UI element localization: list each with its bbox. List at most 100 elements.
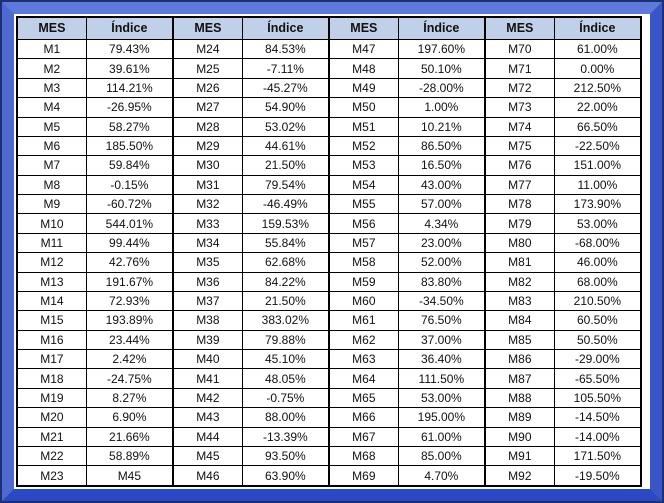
indice-cell: 50.10% [397,58,486,79]
mes-cell: M56 [327,213,399,234]
mes-cell: M54 [327,174,399,196]
mes-cell: M81 [483,252,555,273]
indice-cell: 68.00% [553,271,642,292]
mes-cell: M27 [171,97,243,118]
indice-cell: 191.67% [85,271,174,292]
mes-cell: M13 [15,271,87,292]
mes-cell: M89 [483,407,555,428]
indice-cell: -60.72% [85,193,174,215]
mes-cell: M28 [171,116,243,137]
column-header-mes: MES [327,16,399,40]
mes-cell: M77 [483,174,555,196]
table-row: M8 -0.15% M31 79.54% M54 43.00% M77 11.00% [15,174,642,196]
mes-cell: M7 [15,155,87,176]
mes-cell: M38 [171,310,243,331]
indice-cell: 84.53% [241,38,330,60]
indice-cell: 114.21% [85,77,174,99]
mes-cell: M41 [171,368,243,389]
indices-table: MES Índice MES Índice MES Índice MES Índice M1 7… [15,16,642,487]
mes-cell: M53 [327,155,399,176]
mes-cell: M78 [483,193,555,215]
indice-cell: 48.05% [241,368,330,389]
mes-cell: M5 [15,116,87,137]
table-row: M23 M45 M46 63.90% M69 4.70% M92 -19.50% [15,465,642,487]
mes-cell: M67 [327,426,399,447]
indice-cell: 57.00% [397,193,486,215]
mes-cell: M48 [327,58,399,79]
mes-cell: M69 [327,465,399,487]
table-row: M20 6.90% M43 88.00% M66 195.00% M89 -14.50% [15,407,642,428]
mes-cell: M15 [15,310,87,331]
indice-cell: 99.44% [85,232,174,254]
mes-cell: M74 [483,116,555,137]
indice-cell: -24.75% [85,368,174,389]
indice-cell: 37.00% [397,329,486,351]
indice-cell: 79.43% [85,38,174,60]
mes-cell: M39 [171,329,243,351]
indice-cell: -14.50% [553,407,642,428]
indice-cell: -65.50% [553,368,642,389]
indice-cell: 88.00% [241,407,330,428]
table-row: M18 -24.75% M41 48.05% M64 111.50% M87 -65.50% [15,368,642,389]
table-row: M7 59.84% M30 21.50% M53 16.50% M76 151.00% [15,155,642,176]
mes-cell: M76 [483,155,555,176]
indice-cell: 54.90% [241,97,330,118]
mes-cell: M57 [327,232,399,254]
mes-cell: M11 [15,232,87,254]
table-row: M3 114.21% M26 -45.27% M49 -28.00% M72 212.50% [15,77,642,99]
mes-cell: M85 [483,329,555,351]
mes-cell: M35 [171,252,243,273]
table-row: M12 42.76% M35 62.68% M58 52.00% M81 46.00% [15,252,642,273]
mes-cell: M1 [15,38,87,60]
mes-cell: M9 [15,193,87,215]
mes-cell: M62 [327,329,399,351]
indice-cell: 1.00% [397,97,486,118]
mes-cell: M12 [15,252,87,273]
indice-cell: 52.00% [397,252,486,273]
mes-cell: M83 [483,290,555,312]
indice-cell: 21.50% [241,155,330,176]
indice-cell: 50.50% [553,329,642,351]
indice-cell: -34.50% [397,290,486,312]
indice-cell: 151.00% [553,155,642,176]
mes-cell: M84 [483,310,555,331]
indice-cell: 197.60% [397,38,486,60]
indice-cell: -14.00% [553,426,642,447]
indice-cell: 544.01% [85,213,174,234]
mes-cell: M47 [327,38,399,60]
indice-cell: 45.10% [241,348,330,370]
mes-cell: M92 [483,465,555,487]
mes-cell: M87 [483,368,555,389]
indice-cell: 383.02% [241,310,330,331]
indice-cell: 53.00% [397,387,486,409]
mes-cell: M23 [15,465,87,487]
indice-cell: 53.02% [241,116,330,137]
indice-cell: 61.00% [553,38,642,60]
mes-cell: M46 [171,465,243,487]
indice-cell: -46.49% [241,193,330,215]
indice-cell: -22.50% [553,135,642,157]
mes-cell: M26 [171,77,243,99]
mes-cell: M32 [171,193,243,215]
mes-cell: M36 [171,271,243,292]
indice-cell: 53.00% [553,213,642,234]
table-row: M4 -26.95% M27 54.90% M50 1.00% M73 22.00% [15,97,642,118]
indice-cell: 59.84% [85,155,174,176]
mes-cell: M60 [327,290,399,312]
indice-cell: 23.00% [397,232,486,254]
indice-cell: 21.66% [85,426,174,447]
indice-cell: 62.68% [241,252,330,273]
indice-cell: 16.50% [397,155,486,176]
mes-cell: M29 [171,135,243,157]
mes-cell: M59 [327,271,399,292]
header-row: MES Índice MES Índice MES Índice MES Índice [15,16,642,40]
mes-cell: M90 [483,426,555,447]
mes-cell: M88 [483,387,555,409]
indice-cell: 39.61% [85,58,174,79]
indice-cell: 79.88% [241,329,330,351]
mes-cell: M10 [15,213,87,234]
table-row: M21 21.66% M44 -13.39% M67 61.00% M90 -14.00% [15,426,642,447]
mes-cell: M49 [327,77,399,99]
mes-cell: M70 [483,38,555,60]
mes-cell: M40 [171,348,243,370]
